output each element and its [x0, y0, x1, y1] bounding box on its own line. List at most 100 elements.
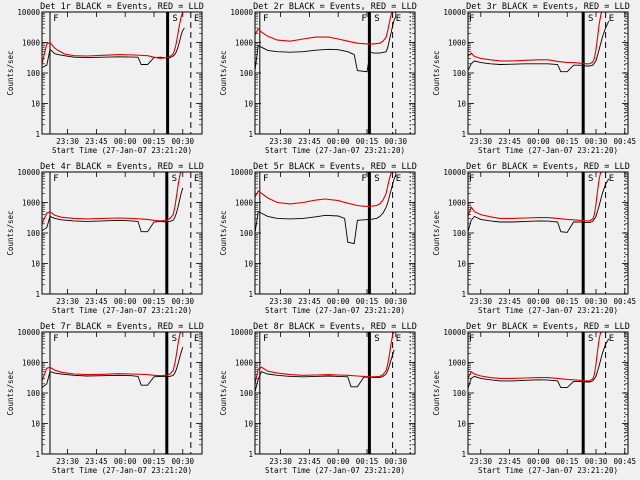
flag-letter: F: [361, 14, 366, 24]
flag-letter: E: [396, 334, 401, 344]
events-series-line: [468, 338, 610, 389]
y-tick-label: 10000: [230, 168, 253, 177]
lld-series-line: [468, 332, 602, 382]
flag-letter: E: [609, 174, 614, 184]
y-tick-label: 1: [248, 290, 253, 299]
x-tick-label: 23:30: [56, 297, 79, 306]
y-tick-label: 100: [26, 389, 40, 398]
panel-title: Det 8r BLACK = Events, RED = LLD: [253, 322, 417, 332]
flag-letter: E: [194, 14, 199, 24]
lld-series-line: [42, 332, 182, 382]
y-tick-label: 10: [457, 100, 467, 109]
y-tick-label: 1: [248, 450, 253, 459]
x-tick-label: 23:45: [298, 297, 321, 306]
x-axis-label: Start Time (27-Jan-07 23:21:20): [478, 146, 618, 155]
y-tick-label: 10000: [17, 8, 40, 17]
y-axis-label: Counts/sec: [219, 50, 228, 95]
flag-letter: E: [194, 334, 199, 344]
y-tick-label: 100: [239, 229, 253, 238]
x-axis-label: Start Time (27-Jan-07 23:21:20): [478, 466, 618, 475]
x-tick-label: 00:30: [585, 137, 608, 146]
y-tick-label: 1000: [22, 359, 41, 368]
x-tick-label: 00:00: [527, 137, 550, 146]
y-tick-label: 10000: [443, 328, 466, 337]
flag-letter: E: [396, 174, 401, 184]
y-tick-label: 10000: [443, 8, 466, 17]
y-axis-label: Counts/sec: [432, 50, 441, 95]
x-tick-label: 00:15: [143, 137, 166, 146]
x-axis-label: Start Time (27-Jan-07 23:21:20): [52, 306, 192, 315]
x-axis-label: Start Time (27-Jan-07 23:21:20): [265, 146, 405, 155]
x-tick-label: 00:15: [356, 297, 379, 306]
y-axis-label: Counts/sec: [219, 210, 228, 255]
x-tick-label: 00:15: [556, 137, 579, 146]
panel-title: Det 2r BLACK = Events, RED = LLD: [253, 2, 417, 12]
flag-letter: F: [263, 14, 268, 24]
panel-title: Det 7r BLACK = Events, RED = LLD: [40, 322, 204, 332]
y-tick-label: 10: [244, 100, 254, 109]
x-tick-label: 00:15: [356, 137, 379, 146]
panel-title: Det 4r BLACK = Events, RED = LLD: [40, 162, 204, 172]
flag-letter: S: [172, 14, 177, 24]
x-tick-label: 00:30: [585, 457, 608, 466]
y-tick-label: 100: [452, 389, 466, 398]
flag-letter: F: [469, 14, 474, 24]
y-tick-label: 10000: [17, 168, 40, 177]
flag-letter: F: [53, 14, 58, 24]
x-tick-label: 00:00: [327, 297, 350, 306]
x-tick-label: 23:45: [298, 457, 321, 466]
y-axis-label: Counts/sec: [6, 50, 15, 95]
flag-letter: S: [172, 334, 177, 344]
y-tick-label: 100: [26, 229, 40, 238]
plot-frame: [41, 331, 203, 455]
x-axis-label: Start Time (27-Jan-07 23:21:20): [478, 306, 618, 315]
flag-letter: E: [194, 174, 199, 184]
y-tick-label: 1: [461, 450, 466, 459]
x-tick-label: 00:00: [114, 137, 137, 146]
y-tick-label: 1: [35, 130, 40, 139]
y-tick-label: 1: [461, 290, 466, 299]
y-tick-label: 1000: [448, 39, 467, 48]
flag-letter: S: [588, 174, 593, 184]
x-tick-label: 23:30: [56, 137, 79, 146]
events-series-line: [468, 21, 610, 73]
x-tick-label: 23:45: [498, 457, 521, 466]
x-tick-label: 00:15: [556, 457, 579, 466]
lld-series-line: [42, 12, 184, 64]
y-axis-label: Counts/sec: [6, 370, 15, 415]
y-tick-label: 10: [244, 260, 254, 269]
y-tick-label: 10000: [443, 168, 466, 177]
x-tick-label: 23:45: [498, 297, 521, 306]
detector-panel: Det 8r BLACK = Events, RED = LLD 1 10 100 10…: [219, 322, 417, 475]
lld-series-line: [468, 172, 602, 222]
lld-series-line: [255, 12, 393, 45]
lld-series-line: [255, 172, 393, 207]
x-tick-label: 23:45: [298, 137, 321, 146]
events-series-line: [255, 349, 395, 392]
x-tick-label: 00:30: [585, 297, 608, 306]
panel-title: Det 3r BLACK = Events, RED = LLD: [466, 2, 630, 12]
detector-panel: Det 6r BLACK = Events, RED = LLD 1 10 100 10…: [432, 162, 636, 315]
plot-frame: [467, 331, 629, 455]
x-axis-label: Start Time (27-Jan-07 23:21:20): [265, 466, 405, 475]
lld-series-line: [42, 172, 182, 225]
y-tick-label: 10: [31, 260, 41, 269]
x-tick-label: 00:30: [385, 137, 408, 146]
x-tick-label: 00:00: [327, 457, 350, 466]
x-tick-label: 00:15: [356, 457, 379, 466]
flag-letter: S: [374, 174, 379, 184]
flag-letter: S: [588, 14, 593, 24]
y-tick-label: 1: [35, 290, 40, 299]
events-series-line: [255, 16, 397, 73]
flag-letter: E: [609, 14, 614, 24]
x-tick-label: 00:30: [172, 457, 195, 466]
flag-letter: F: [361, 174, 366, 184]
x-tick-label: 00:30: [385, 457, 408, 466]
panel-title: Det 9r BLACK = Events, RED = LLD: [466, 322, 630, 332]
detector-panel: Det 2r BLACK = Events, RED = LLD 1 10 100 10…: [219, 2, 417, 155]
x-tick-label: 23:30: [269, 137, 292, 146]
